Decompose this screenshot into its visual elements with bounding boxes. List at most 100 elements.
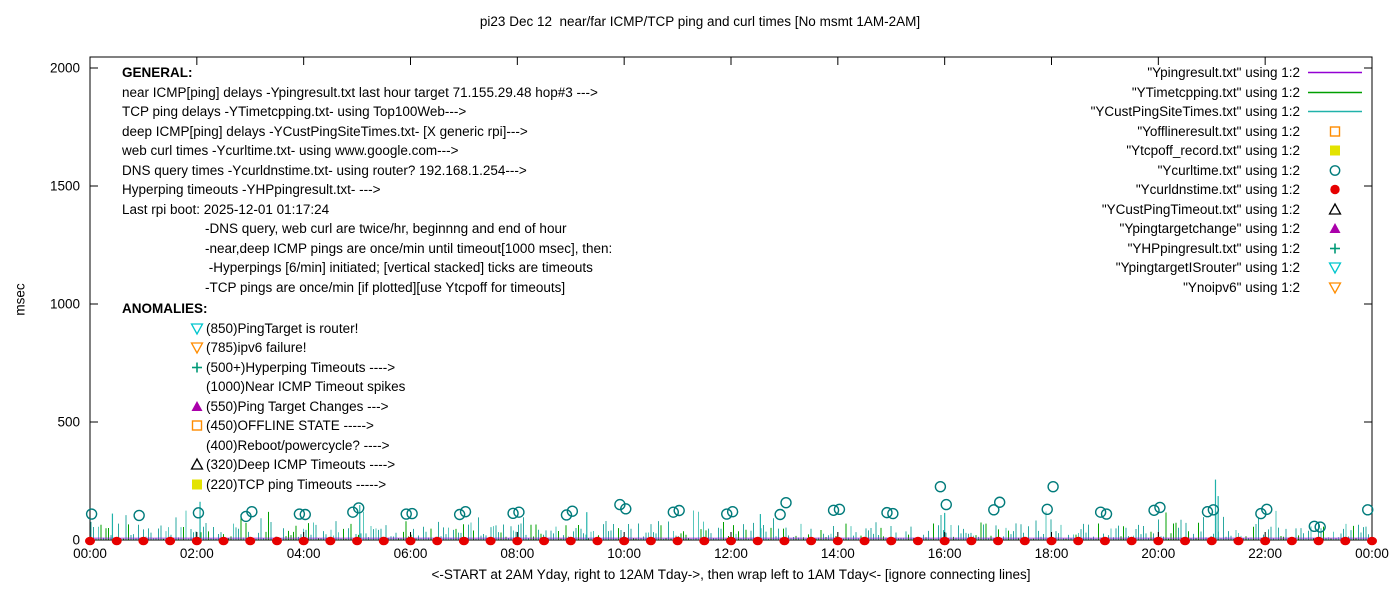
x-tick-label: 22:00: [1248, 546, 1282, 561]
legend-entry: "Ypingresult.txt" using 1:2: [1091, 63, 1364, 83]
dns-time-point: [1286, 536, 1297, 546]
anomaly-text: (500+)Hyperping Timeouts ---->: [206, 359, 396, 375]
dns-time-point: [191, 536, 202, 546]
legend-entry-label: "YTimetcpping.txt" using 1:2: [1131, 84, 1300, 100]
curl-time-point: [513, 506, 525, 518]
legend-sample: [1306, 65, 1364, 80]
anomaly-text: (785)ipv6 failure!: [206, 340, 307, 355]
dns-time-point: [726, 536, 736, 546]
legend-entry-label: "Ycurltime.txt" using 1:2: [1157, 162, 1300, 178]
legend-entry-label: "Ypingresult.txt" using 1:2: [1147, 65, 1300, 81]
legend-entry: "Yofflineresult.txt" using 1:2: [1091, 122, 1364, 142]
line-icon: [1308, 72, 1362, 74]
curl-time-point: [620, 503, 632, 515]
dns-time-point: [512, 536, 523, 546]
curl-time-point: [192, 507, 205, 519]
legend-sample: [1306, 202, 1364, 217]
general-line: deep ICMP[ping] delays -YCustPingSiteTim…: [122, 123, 528, 139]
anomaly-text: (1000)Near ICMP Timeout spikes: [206, 379, 406, 394]
anomaly-text: (450)OFFLINE STATE ----->: [206, 418, 374, 433]
curl-time-point: [1047, 480, 1059, 493]
dns-time-point: [565, 536, 576, 546]
anomaly-text: (220)TCP ping Timeouts ----->: [206, 476, 387, 492]
anomaly-text: (320)Deep ICMP Timeouts ---->: [206, 457, 396, 472]
curl-time-point: [1362, 504, 1374, 516]
legend-entry: "YCustPingTimeout.txt" using 1:2: [1091, 200, 1364, 220]
line-icon: [1308, 91, 1362, 93]
plus-icon: [192, 362, 202, 373]
curl-time-point: [1201, 505, 1214, 518]
dns-time-point: [779, 536, 790, 546]
square-open-icon: [1329, 126, 1341, 137]
dns-time-point: [485, 536, 496, 546]
legend-entry: "YpingtargetISrouter" using 1:2: [1091, 258, 1364, 278]
anomaly-item: (550)Ping Target Changes --->: [190, 397, 405, 417]
x-axis-label: <-START at 2AM Yday, right to 12AM Tday-…: [431, 567, 1031, 582]
curl-time-point: [1041, 503, 1053, 516]
y-tick-label: 1500: [50, 179, 80, 194]
dns-time-point: [832, 536, 843, 546]
curl-time-point: [566, 505, 579, 517]
dns-time-point: [1340, 536, 1351, 546]
legend-sample: [1306, 221, 1364, 236]
curl-time-point: [1261, 503, 1273, 516]
legend-entry: "Ytcpoff_record.txt" using 1:2: [1091, 141, 1364, 161]
general-note-line: -Hyperpings [6/min] initiated; [vertical…: [205, 260, 593, 275]
anomaly-marker: [190, 418, 206, 433]
anomaly-item: (785)ipv6 failure!: [190, 338, 405, 358]
general-line: web curl times -Ycurltime.txt- using www…: [122, 143, 459, 158]
legend-sample: [1306, 124, 1364, 139]
legend-entry-label: "YCustPingTimeout.txt" using 1:2: [1101, 201, 1300, 217]
dns-time-point: [1046, 536, 1057, 546]
curl-time-point: [833, 503, 846, 516]
x-tick-label: 00:00: [73, 546, 107, 561]
anomalies-text-block: ANOMALIES: (850)PingTarget is router! (78…: [122, 299, 405, 494]
anomaly-marker: [190, 477, 206, 492]
legend-entry: "Ycurldnstime.txt" using 1:2: [1091, 180, 1364, 200]
dns-time-point: [966, 536, 977, 546]
general-note-line: -near,deep ICMP pings are once/min until…: [205, 240, 613, 256]
legend-entry-label: "Ycurldnstime.txt" using 1:2: [1135, 182, 1300, 198]
legend-entry-label: "Ytcpoff_record.txt" using 1:2: [1126, 143, 1300, 159]
plus-icon: [1330, 243, 1340, 254]
curl-time-point: [352, 502, 365, 514]
curl-time-point: [726, 505, 739, 518]
dns-time-point: [1313, 536, 1324, 546]
curl-time-point: [774, 508, 786, 521]
curl-time-point: [721, 508, 733, 520]
curl-time-point: [1094, 506, 1107, 518]
chart-title: pi23 Dec 12 near/far ICMP/TCP ping and c…: [479, 14, 921, 29]
dns-time-point: [85, 536, 95, 546]
triangle-up-filled-icon: [1329, 223, 1341, 234]
line-icon: [1308, 111, 1362, 113]
square-open-icon: [191, 420, 203, 431]
x-tick-label: 20:00: [1141, 546, 1175, 561]
curl-time-point: [133, 509, 145, 522]
x-tick-label: 10:00: [607, 546, 641, 561]
dns-time-point: [298, 536, 309, 546]
legend-entry-label: "YpingtargetISrouter" using 1:2: [1115, 260, 1300, 276]
curl-time-point: [940, 498, 952, 511]
triangle-down-open-icon: [1328, 262, 1342, 275]
curl-time-point: [1148, 504, 1160, 516]
legend-entry: "YTimetcpping.txt" using 1:2: [1091, 83, 1364, 103]
dns-time-point: [218, 536, 229, 546]
curl-time-point: [673, 504, 685, 517]
dns-time-point: [1206, 536, 1217, 546]
legend-entry: "YCustPingSiteTimes.txt" using 1:2: [1091, 102, 1364, 122]
curl-time-point: [827, 504, 840, 516]
curl-time-point: [934, 480, 947, 493]
y-tick-label: 2000: [50, 61, 80, 76]
anomaly-text: (850)PingTarget is router!: [206, 320, 359, 336]
curl-time-point: [299, 508, 311, 521]
triangle-down-open-icon: [190, 323, 204, 336]
triangle-up-filled-icon: [191, 400, 203, 411]
curl-time-point: [1100, 508, 1113, 520]
legend-sample: [1306, 104, 1364, 119]
dns-time-point: [592, 536, 603, 546]
dns-time-point: [1099, 536, 1110, 546]
circle-open-icon: [1329, 164, 1341, 176]
anomaly-item: (450)OFFLINE STATE ----->: [190, 416, 405, 436]
